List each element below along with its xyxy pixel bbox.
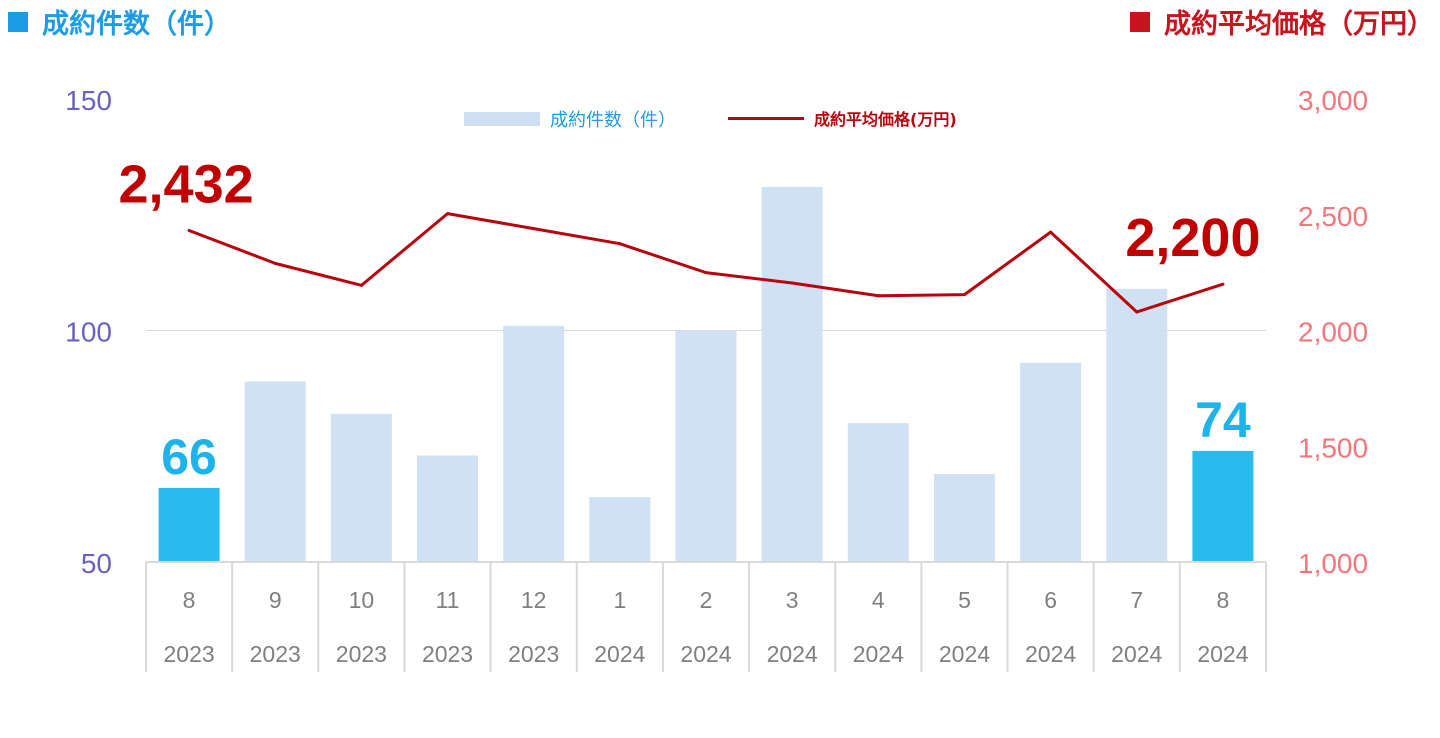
legend-item-line: 成約平均価格(万円) bbox=[728, 106, 957, 130]
bar bbox=[1192, 450, 1254, 562]
x-tick-label-year: 2024 bbox=[1111, 641, 1162, 667]
bar bbox=[503, 325, 565, 562]
x-tick-label-year: 2024 bbox=[680, 641, 731, 667]
line-series-marker-icon bbox=[1130, 11, 1150, 32]
x-tick-label-year: 2023 bbox=[336, 641, 387, 667]
line-point bbox=[532, 227, 536, 231]
bar bbox=[244, 381, 306, 562]
right-axis-tick-label: 1,500 bbox=[1298, 432, 1368, 463]
data-label: 66 bbox=[161, 429, 217, 485]
line-point bbox=[187, 228, 191, 232]
legend-line-swatch bbox=[728, 116, 804, 120]
x-tick-label-year: 2024 bbox=[1197, 641, 1248, 667]
bar-series-marker-icon bbox=[8, 11, 28, 32]
line-point bbox=[446, 212, 450, 216]
legend-item-bar: 成約件数（件） bbox=[464, 106, 676, 132]
left-axis-tick-label: 150 bbox=[65, 85, 112, 116]
line-point bbox=[790, 281, 794, 285]
right-axis-title: 成約平均価格（万円） bbox=[1130, 2, 1434, 41]
right-axis-title-text: 成約平均価格（万円） bbox=[1164, 9, 1434, 40]
x-tick-label-year: 2024 bbox=[767, 641, 818, 667]
x-tick-label-year: 2024 bbox=[594, 641, 645, 667]
x-tick-label-year: 2023 bbox=[250, 641, 301, 667]
x-tick-label-month: 12 bbox=[521, 587, 547, 613]
data-label: 74 bbox=[1195, 392, 1251, 448]
x-tick-label-month: 3 bbox=[786, 587, 799, 613]
left-axis-tick-label: 100 bbox=[65, 317, 112, 348]
x-tick-label-month: 1 bbox=[613, 587, 626, 613]
line-point bbox=[1049, 230, 1053, 234]
bar bbox=[589, 497, 651, 562]
bar bbox=[1020, 362, 1082, 562]
line-point bbox=[1135, 310, 1139, 314]
line-point bbox=[876, 294, 880, 298]
legend-line-label: 成約平均価格(万円) bbox=[814, 110, 957, 129]
x-tick-label-year: 2023 bbox=[422, 641, 473, 667]
line-point bbox=[1221, 282, 1225, 286]
x-tick-label-year: 2023 bbox=[163, 641, 214, 667]
x-tick-label-month: 10 bbox=[349, 587, 375, 613]
right-axis-tick-label: 2,500 bbox=[1298, 201, 1368, 232]
left-axis-title-text: 成約件数（件） bbox=[42, 9, 231, 40]
bar bbox=[158, 487, 220, 562]
bar bbox=[330, 413, 392, 562]
bar bbox=[417, 455, 479, 562]
x-tick-label-month: 4 bbox=[872, 587, 885, 613]
line-point bbox=[359, 283, 363, 287]
legend-bar-swatch bbox=[464, 112, 540, 126]
x-tick-label-year: 2024 bbox=[939, 641, 990, 667]
right-axis-tick-label: 1,000 bbox=[1298, 548, 1368, 579]
x-tick-label-year: 2023 bbox=[508, 641, 559, 667]
right-axis-tick-label: 2,000 bbox=[1298, 317, 1368, 348]
x-tick-label-month: 8 bbox=[183, 587, 196, 613]
x-tick-label-year: 2024 bbox=[853, 641, 904, 667]
bar bbox=[675, 330, 737, 562]
x-tick-label-month: 7 bbox=[1130, 587, 1143, 613]
bar bbox=[1106, 288, 1168, 562]
x-tick-label-month: 11 bbox=[436, 587, 460, 613]
bar bbox=[761, 186, 823, 562]
bar bbox=[933, 474, 995, 562]
line-point bbox=[962, 293, 966, 297]
line-point bbox=[273, 261, 277, 265]
price-line bbox=[188, 212, 1224, 314]
data-label: 2,200 bbox=[1125, 208, 1260, 268]
left-axis-title: 成約件数（件） bbox=[8, 2, 231, 41]
line-point bbox=[704, 271, 708, 275]
x-tick-label-month: 9 bbox=[269, 587, 282, 613]
x-tick-label-month: 8 bbox=[1217, 587, 1230, 613]
line-point bbox=[618, 242, 622, 246]
x-tick-label-month: 6 bbox=[1044, 587, 1057, 613]
x-tick-label-year: 2024 bbox=[1025, 641, 1076, 667]
x-tick-label-month: 2 bbox=[700, 587, 713, 613]
data-label: 2,432 bbox=[119, 154, 254, 214]
left-axis-tick-label: 50 bbox=[81, 548, 112, 579]
x-tick-label-month: 5 bbox=[958, 587, 971, 613]
legend-bar-label: 成約件数（件） bbox=[550, 110, 676, 131]
right-axis-tick-label: 3,000 bbox=[1298, 85, 1368, 116]
bar bbox=[847, 423, 909, 562]
